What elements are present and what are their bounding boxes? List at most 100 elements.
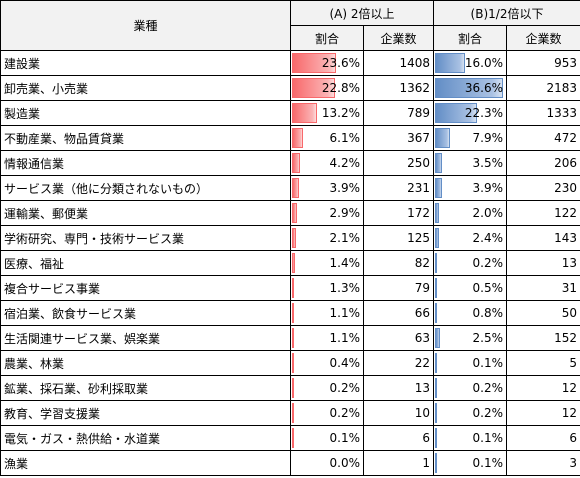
a-share-cell-value: 6.1% (329, 131, 361, 145)
table-row: 医療、福祉 1.4% 82 0.2% 13 (0, 250, 580, 276)
a-share-cell-bar (292, 428, 294, 448)
b-share-cell-bar (435, 428, 437, 448)
b-share-cell: 2.5% (433, 325, 507, 351)
a-share-cell-value: 0.0% (329, 456, 361, 470)
b-count-cell: 12 (505, 400, 580, 426)
b-share-cell-value: 3.5% (472, 156, 504, 170)
table-row: 電気・ガス・熱供給・水道業 0.1% 6 0.1% 6 (0, 425, 580, 451)
header-group-b: (B)1/2倍以下 (432, 0, 580, 26)
table-row: 漁業 0.0% 1 0.1% 3 (0, 450, 580, 476)
b-count-cell: 2183 (505, 75, 580, 101)
b-count-cell: 3 (505, 450, 580, 476)
b-count-cell: 206 (505, 150, 580, 176)
b-share-cell-value: 36.6% (464, 81, 503, 95)
b-share-cell: 2.0% (433, 200, 507, 226)
b-share-cell-value: 16.0% (464, 56, 503, 70)
b-share-cell: 0.1% (433, 350, 507, 376)
industry-cell: 運輸業、郵便業 (0, 200, 291, 226)
b-share-cell: 0.2% (433, 250, 507, 276)
industry-cell: 建設業 (0, 50, 291, 76)
industry-cell: 生活関連サービス業、娯楽業 (0, 325, 291, 351)
a-share-cell-value: 0.2% (329, 381, 361, 395)
b-count-cell: 152 (505, 325, 580, 351)
a-count-cell: 6 (363, 425, 434, 451)
a-share-cell: 0.0% (290, 450, 364, 476)
a-share-cell-bar (292, 378, 294, 398)
industry-cell: 電気・ガス・熱供給・水道業 (0, 425, 291, 451)
table-row: 農業、林業 0.4% 22 0.1% 5 (0, 350, 580, 376)
b-share-cell-value: 0.2% (472, 406, 504, 420)
b-share-cell-bar (435, 403, 437, 423)
industry-cell: 農業、林業 (0, 350, 291, 376)
industry-cell: 鉱業、採石業、砂利採取業 (0, 375, 291, 401)
header-a-share: 割合 (290, 25, 364, 51)
b-share-cell: 0.5% (433, 275, 507, 301)
table-row: 教育、学習支援業 0.2% 10 0.2% 12 (0, 400, 580, 426)
b-share-cell: 0.2% (433, 400, 507, 426)
a-share-cell-bar (292, 228, 296, 248)
b-share-cell-bar (435, 103, 477, 123)
b-share-cell-value: 0.5% (472, 281, 504, 295)
a-share-cell-bar (292, 328, 295, 348)
b-share-cell: 3.5% (433, 150, 507, 176)
a-share-cell-bar (292, 253, 295, 273)
b-count-cell: 230 (505, 175, 580, 201)
table-row: 複合サービス事業 1.3% 79 0.5% 31 (0, 275, 580, 301)
table-body: 建設業 23.6% 1408 16.0% 953 卸売業、小売業 22.8% 1362 36.6… (0, 50, 580, 476)
a-count-cell: 10 (363, 400, 434, 426)
a-share-cell: 1.1% (290, 325, 364, 351)
a-share-cell-value: 0.2% (329, 406, 361, 420)
a-count-cell: 66 (363, 300, 434, 326)
table-row: サービス業（他に分類されないもの） 3.9% 231 3.9% 230 (0, 175, 580, 201)
a-share-cell-value: 1.4% (329, 256, 361, 270)
a-share-cell-value: 0.1% (329, 431, 361, 445)
header-b-share: 割合 (433, 25, 507, 51)
a-share-cell: 13.2% (290, 100, 364, 126)
b-share-cell-bar (435, 328, 440, 348)
b-count-cell: 143 (505, 225, 580, 251)
a-share-cell: 22.8% (290, 75, 364, 101)
b-share-cell-bar (435, 378, 437, 398)
a-share-cell: 3.9% (290, 175, 364, 201)
industry-cell: 宿泊業、飲食サービス業 (0, 300, 291, 326)
b-share-cell: 0.1% (433, 450, 507, 476)
header-group-a: (A) 2倍以上 (290, 0, 434, 26)
a-share-cell: 4.2% (290, 150, 364, 176)
b-share-cell: 0.8% (433, 300, 507, 326)
b-count-cell: 472 (505, 125, 580, 151)
a-count-cell: 1408 (363, 50, 434, 76)
b-share-cell-bar (435, 78, 504, 98)
a-share-cell-bar (292, 353, 294, 373)
b-count-cell: 122 (505, 200, 580, 226)
table-row: 学術研究、専門・技術サービス業 2.1% 125 2.4% 143 (0, 225, 580, 251)
a-share-cell-bar (292, 53, 336, 73)
b-share-cell-value: 22.3% (464, 106, 503, 120)
b-share-cell: 22.3% (433, 100, 507, 126)
table-row: 運輸業、郵便業 2.9% 172 2.0% 122 (0, 200, 580, 226)
b-share-cell: 0.2% (433, 375, 507, 401)
b-share-cell-bar (435, 353, 437, 373)
a-count-cell: 22 (363, 350, 434, 376)
b-share-cell-value: 0.1% (472, 431, 504, 445)
a-share-cell-value: 23.6% (321, 56, 360, 70)
a-share-cell: 1.4% (290, 250, 364, 276)
b-share-cell: 36.6% (433, 75, 507, 101)
b-count-cell: 13 (505, 250, 580, 276)
b-share-cell: 3.9% (433, 175, 507, 201)
a-share-cell-value: 3.9% (329, 181, 361, 195)
table-row: 製造業 13.2% 789 22.3% 1333 (0, 100, 580, 126)
b-share-cell: 7.9% (433, 125, 507, 151)
b-share-cell-bar (435, 278, 437, 298)
a-share-cell-bar (292, 103, 317, 123)
a-share-cell: 1.1% (290, 300, 364, 326)
a-share-cell: 1.3% (290, 275, 364, 301)
b-share-cell-value: 0.1% (472, 456, 504, 470)
a-share-cell-bar (292, 128, 304, 148)
a-count-cell: 172 (363, 200, 434, 226)
industry-cell: 教育、学習支援業 (0, 400, 291, 426)
a-count-cell: 231 (363, 175, 434, 201)
table-row: 鉱業、採石業、砂利採取業 0.2% 13 0.2% 12 (0, 375, 580, 401)
table-row: 不動産業、物品賃貸業 6.1% 367 7.9% 472 (0, 125, 580, 151)
b-share-cell-bar (435, 228, 440, 248)
